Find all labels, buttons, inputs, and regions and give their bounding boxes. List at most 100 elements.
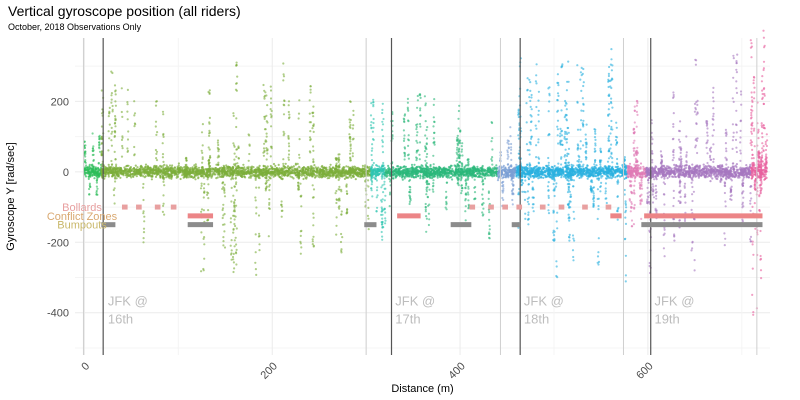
data-point — [160, 166, 163, 169]
data-point — [419, 175, 422, 178]
data-point — [299, 252, 302, 255]
data-point — [348, 175, 351, 178]
data-point — [445, 203, 448, 206]
data-point — [501, 172, 504, 175]
data-point — [107, 149, 110, 152]
data-point — [133, 114, 136, 117]
data-point — [466, 191, 469, 194]
data-point — [252, 166, 255, 169]
data-point — [198, 169, 201, 172]
data-point — [342, 166, 345, 169]
data-point — [280, 205, 284, 208]
data-point — [237, 169, 240, 172]
data-point — [415, 151, 418, 154]
data-point — [328, 174, 332, 177]
data-point — [456, 148, 459, 151]
data-point — [264, 172, 268, 175]
data-point — [249, 171, 252, 174]
data-point — [121, 115, 124, 118]
data-point — [416, 106, 419, 109]
data-point — [88, 182, 91, 185]
data-point — [88, 193, 91, 196]
data-point — [287, 156, 290, 159]
data-point — [94, 170, 97, 173]
data-point — [406, 97, 409, 100]
data-point — [200, 210, 203, 213]
data-point — [309, 138, 312, 141]
data-point — [424, 134, 427, 137]
data-point — [349, 159, 352, 162]
data-point — [283, 104, 286, 107]
data-point — [490, 158, 493, 161]
data-point — [445, 190, 448, 193]
data-point — [247, 165, 250, 168]
data-point — [381, 141, 384, 144]
data-point — [150, 175, 153, 178]
data-point — [425, 193, 428, 196]
data-point — [126, 138, 130, 141]
data-point — [384, 171, 387, 174]
data-point — [91, 132, 94, 135]
data-point — [110, 126, 113, 129]
data-point — [221, 208, 224, 212]
data-point — [142, 231, 146, 234]
data-point — [298, 99, 301, 102]
data-point — [416, 131, 419, 134]
data-point — [515, 163, 518, 166]
data-point — [450, 170, 453, 173]
data-point — [309, 88, 312, 91]
data-point — [230, 172, 233, 175]
data-point — [233, 239, 236, 242]
data-point — [456, 134, 459, 137]
data-point — [257, 186, 261, 189]
data-point — [512, 184, 515, 187]
data-point — [481, 193, 484, 196]
data-point — [351, 155, 354, 158]
data-point — [288, 171, 291, 174]
data-point — [408, 200, 411, 203]
data-point — [614, 176, 617, 179]
data-point — [107, 115, 110, 118]
data-point — [502, 187, 505, 190]
data-point — [418, 122, 422, 126]
data-point — [311, 196, 315, 199]
data-point — [216, 141, 219, 144]
data-point — [383, 199, 386, 202]
data-point — [267, 235, 270, 238]
data-point — [245, 171, 248, 174]
data-point — [142, 227, 146, 230]
data-point — [299, 242, 302, 245]
data-point — [368, 166, 371, 169]
data-point — [369, 114, 373, 117]
data-point — [423, 176, 426, 179]
data-point — [282, 62, 285, 65]
data-point — [263, 97, 266, 100]
data-point — [91, 163, 94, 166]
data-point — [456, 146, 459, 149]
data-point — [407, 119, 410, 122]
data-point — [201, 169, 205, 173]
data-point — [418, 153, 421, 156]
data-point — [350, 176, 353, 179]
data-point — [420, 164, 423, 167]
series-segment — [83, 132, 103, 196]
data-point — [432, 125, 435, 128]
data-point — [202, 237, 205, 240]
data-point — [266, 170, 269, 173]
data-point — [138, 173, 141, 176]
data-point — [371, 143, 374, 146]
data-point — [235, 89, 238, 92]
data-point — [400, 176, 404, 179]
data-point — [416, 170, 419, 173]
data-point — [232, 258, 235, 261]
data-point — [312, 145, 315, 148]
data-point — [460, 189, 463, 192]
data-point — [287, 117, 291, 120]
data-point — [464, 193, 467, 196]
data-point — [113, 202, 116, 205]
data-point — [384, 211, 387, 214]
data-point — [113, 187, 116, 190]
data-point — [120, 110, 123, 114]
data-point — [349, 138, 352, 141]
data-point — [221, 187, 224, 190]
